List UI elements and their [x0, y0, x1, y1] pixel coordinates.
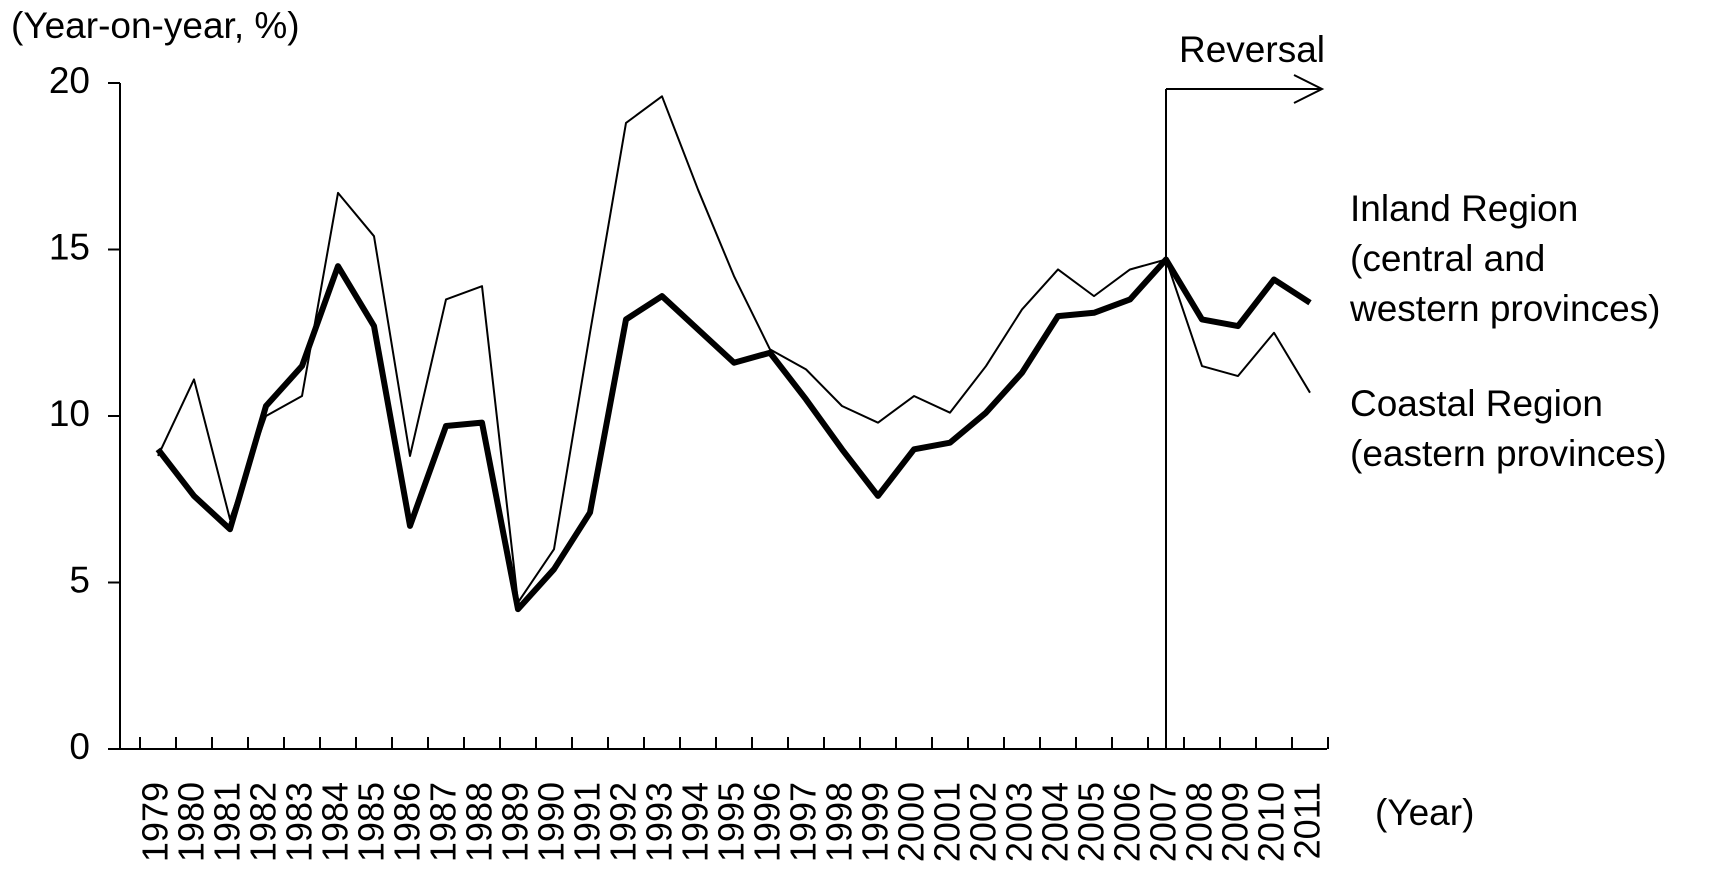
x-tick-label: 1979 — [135, 782, 176, 862]
x-tick-label: 1983 — [279, 782, 320, 862]
x-tick-label: 1991 — [567, 782, 608, 862]
x-tick-label: 1989 — [495, 782, 536, 862]
x-tick-label: 1993 — [639, 782, 680, 862]
x-tick-label: 2005 — [1071, 782, 1112, 862]
x-tick-label: 2010 — [1251, 782, 1292, 862]
x-tick-label: 2002 — [963, 782, 1004, 862]
y-tick-label: 0 — [69, 726, 90, 767]
y-tick-label: 10 — [49, 393, 90, 434]
x-tick-label: 2006 — [1107, 782, 1148, 862]
x-tick-label: 2004 — [1035, 782, 1076, 862]
annotation-text: Reversal — [1179, 29, 1325, 70]
x-tick-label: 2007 — [1143, 782, 1184, 862]
x-tick-label: 1992 — [603, 782, 644, 862]
x-axis-label: (Year) — [1375, 792, 1474, 833]
x-tick-label: 1994 — [675, 782, 716, 862]
x-tick-label: 2008 — [1179, 782, 1220, 862]
annotation-arrowhead — [1293, 74, 1325, 104]
x-tick-label: 1990 — [531, 782, 572, 862]
series-label-line: Inland Region — [1350, 188, 1578, 229]
x-tick-label: 1987 — [423, 782, 464, 862]
x-tick-label: 2009 — [1215, 782, 1256, 862]
x-tick-label: 1984 — [315, 782, 356, 862]
x-tick-label: 2001 — [927, 782, 968, 862]
series-label: Coastal Region (eastern provinces) — [1350, 383, 1667, 474]
series-label-line: western provinces) — [1349, 288, 1661, 329]
x-tick-label: 1982 — [243, 782, 284, 862]
x-tick-label: 1996 — [747, 782, 788, 862]
x-tick-label: 2011 — [1287, 782, 1328, 859]
series-label: Inland Region (central and western provinc… — [1349, 188, 1661, 329]
x-tick-label: 1980 — [171, 782, 212, 862]
series-line — [155, 256, 1312, 613]
x-tick-label: 2003 — [999, 782, 1040, 862]
x-tick-label: 1988 — [459, 782, 500, 862]
x-tick-label: 1995 — [711, 782, 752, 862]
y-tick-label: 5 — [69, 559, 90, 600]
x-tick-label: 1999 — [855, 782, 896, 862]
series-line — [157, 95, 1311, 604]
series-label-line: (eastern provinces) — [1350, 433, 1667, 474]
series-label-line: Coastal Region — [1350, 383, 1603, 424]
y-tick-label: 20 — [49, 60, 90, 101]
x-tick-label: 2000 — [891, 782, 932, 862]
x-tick-label: 1986 — [387, 782, 428, 862]
x-tick-label: 1985 — [351, 782, 392, 862]
series-label-line: (central and — [1350, 238, 1545, 279]
x-tick-label: 1981 — [207, 782, 248, 862]
x-tick-label: 1998 — [819, 782, 860, 862]
x-tick-label: 1997 — [783, 782, 824, 862]
y-tick-label: 15 — [49, 226, 90, 267]
y-axis-label: (Year-on-year, %) — [11, 5, 300, 46]
